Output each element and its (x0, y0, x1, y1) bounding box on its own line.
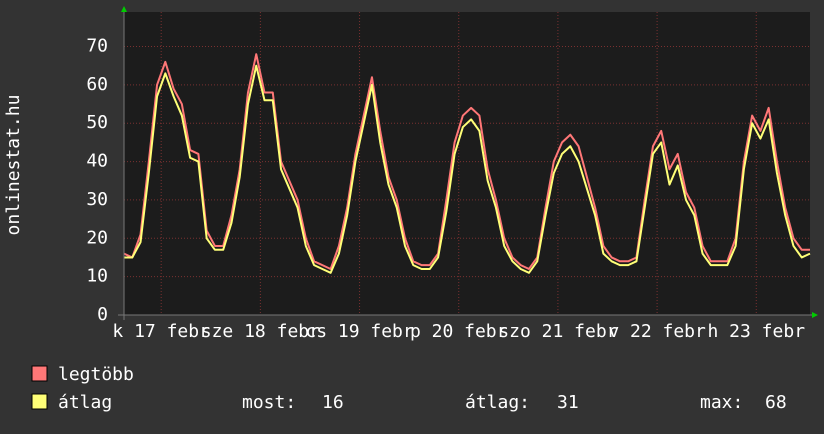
stat-label: átlag: (465, 392, 530, 413)
x-tick-label: cs 19 febr (305, 321, 414, 342)
y-tick-label: 40 (86, 151, 108, 172)
x-tick-label: k 17 febr (112, 321, 210, 342)
x-tick-label: v 22 febr (608, 321, 706, 342)
y-tick-label: 10 (86, 266, 108, 287)
x-tick-label: p 20 febr (410, 321, 508, 342)
stat-value: 31 (557, 392, 579, 413)
legend-label: átlag (58, 392, 112, 413)
x-tick-label: h 23 febr (708, 321, 806, 342)
legend-label: legtöbb (58, 364, 134, 385)
stat-value: 68 (765, 392, 787, 413)
y-tick-label: 50 (86, 112, 108, 133)
y-tick-label: 20 (86, 227, 108, 248)
stat-value: 16 (322, 392, 344, 413)
y-tick-label: 70 (86, 36, 108, 57)
stat-label: max: (700, 392, 743, 413)
stat-label: most: (242, 392, 296, 413)
x-tick-label: sze 18 febr (201, 321, 320, 342)
y-axis-label: onlinestat.hu (3, 95, 24, 236)
y-tick-label: 60 (86, 74, 108, 95)
x-tick-label: szo 21 febr (498, 321, 617, 342)
series-line (124, 64, 811, 274)
axis-arrow (121, 6, 127, 12)
legend-swatch (31, 393, 48, 410)
y-tick-label: 30 (86, 189, 108, 210)
y-tick-label: 0 (97, 304, 108, 325)
series-line (123, 53, 810, 270)
legend-swatch (31, 365, 48, 382)
axis-arrow (812, 312, 818, 318)
plot-area (124, 12, 810, 315)
